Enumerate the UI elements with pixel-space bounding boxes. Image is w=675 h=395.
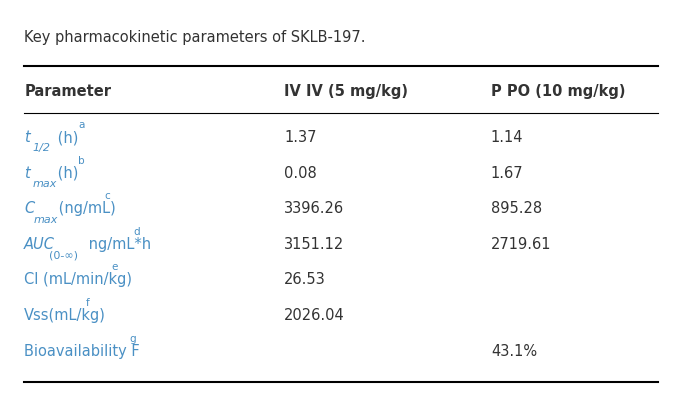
Text: g: g [130,334,136,344]
Text: IV IV (5 mg/kg): IV IV (5 mg/kg) [284,84,408,99]
Text: 26.53: 26.53 [284,273,326,287]
Text: f: f [86,298,90,308]
Text: (h): (h) [53,166,78,181]
Text: 1.14: 1.14 [491,130,523,145]
Text: t: t [24,130,30,145]
Text: 1/2: 1/2 [32,143,50,153]
Text: max: max [34,214,58,224]
Text: P PO (10 mg/kg): P PO (10 mg/kg) [491,84,625,99]
Text: Vss(mL/kg): Vss(mL/kg) [24,308,106,323]
Text: max: max [32,179,57,189]
Text: (0-∞): (0-∞) [49,250,78,260]
Text: e: e [111,263,117,273]
Text: AUC: AUC [24,237,55,252]
Text: 0.08: 0.08 [284,166,317,181]
Text: 3151.12: 3151.12 [284,237,344,252]
Text: 3396.26: 3396.26 [284,201,344,216]
Text: 1.67: 1.67 [491,166,523,181]
Text: Bioavailability F: Bioavailability F [24,344,140,359]
Text: 2026.04: 2026.04 [284,308,345,323]
Text: (ng/mL): (ng/mL) [55,201,116,216]
Text: d: d [134,227,140,237]
Text: Key pharmacokinetic parameters of SKLB-197.: Key pharmacokinetic parameters of SKLB-1… [24,30,366,45]
Text: 895.28: 895.28 [491,201,542,216]
Text: t: t [24,166,30,181]
Text: Cl (mL/min/kg): Cl (mL/min/kg) [24,273,132,287]
Text: C: C [24,201,34,216]
Text: 2719.61: 2719.61 [491,237,551,252]
Text: b: b [78,156,84,166]
Text: 1.37: 1.37 [284,130,317,145]
Text: a: a [78,120,84,130]
Text: (h): (h) [53,130,78,145]
Text: 43.1%: 43.1% [491,344,537,359]
Text: Parameter: Parameter [24,84,111,99]
Text: c: c [104,191,110,201]
Text: ng/mL*h: ng/mL*h [84,237,151,252]
